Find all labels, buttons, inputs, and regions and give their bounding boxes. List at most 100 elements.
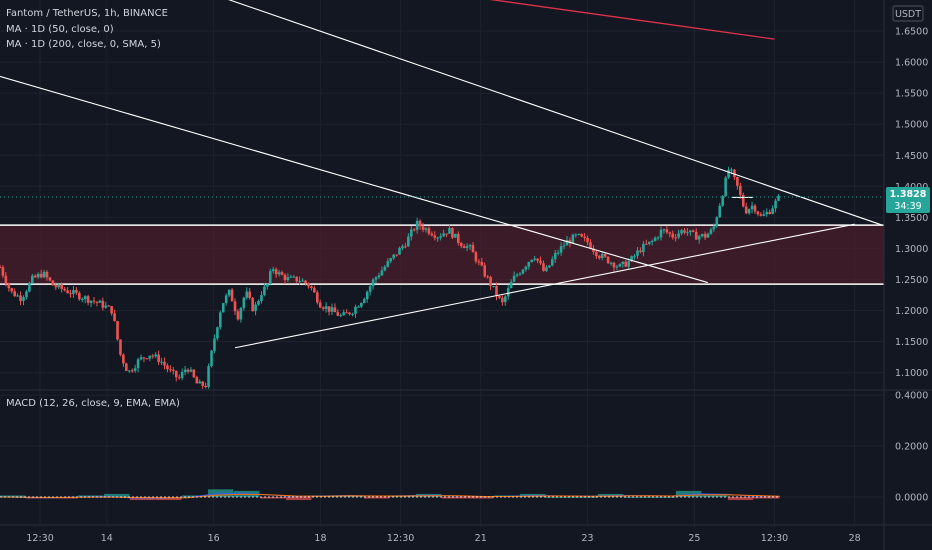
candle-up[interactable] <box>777 195 780 201</box>
candle-down[interactable] <box>177 377 181 379</box>
candle-down[interactable] <box>107 305 110 307</box>
candle-up[interactable] <box>762 214 766 216</box>
candle-up[interactable] <box>662 229 666 231</box>
ma-50-line[interactable] <box>427 0 775 40</box>
candle-up[interactable] <box>239 307 243 320</box>
candle-down[interactable] <box>307 283 310 287</box>
candle-down[interactable] <box>489 276 492 287</box>
candle-up[interactable] <box>301 280 304 282</box>
candle-up[interactable] <box>636 250 639 256</box>
candle-down[interactable] <box>151 355 155 357</box>
candle-up[interactable] <box>533 258 536 260</box>
candle-up[interactable] <box>562 245 566 247</box>
trendline[interactable] <box>53 0 882 226</box>
candle-down[interactable] <box>430 233 434 236</box>
macd-axis[interactable]: 0.4000 0.2000 0.0000 <box>895 391 928 504</box>
candle-down[interactable] <box>598 256 601 259</box>
candle-down[interactable] <box>313 287 316 293</box>
candle-down[interactable] <box>603 253 607 257</box>
candle-up[interactable] <box>715 217 719 227</box>
candle-down[interactable] <box>427 228 431 234</box>
candle-up[interactable] <box>183 369 187 372</box>
candle-down[interactable] <box>498 295 501 298</box>
candle-down[interactable] <box>459 242 463 247</box>
candle-down[interactable] <box>48 277 52 281</box>
candle-down[interactable] <box>318 302 322 308</box>
candle-down[interactable] <box>736 176 739 186</box>
candle-up[interactable] <box>210 350 213 367</box>
candle-down[interactable] <box>445 233 448 235</box>
candle-up[interactable] <box>468 245 472 247</box>
candle-up[interactable] <box>653 237 657 241</box>
candle-up[interactable] <box>686 232 689 234</box>
candle-down[interactable] <box>66 290 69 294</box>
candle-up[interactable] <box>774 200 777 209</box>
candle-down[interactable] <box>333 307 337 313</box>
candle-up[interactable] <box>374 277 378 280</box>
candle-down[interactable] <box>683 230 686 233</box>
candle-up[interactable] <box>600 253 604 259</box>
candle-down[interactable] <box>768 212 771 214</box>
candle-down[interactable] <box>451 227 454 238</box>
candle-down[interactable] <box>10 288 14 292</box>
candle-up[interactable] <box>553 252 557 260</box>
candle-up[interactable] <box>260 295 263 301</box>
candle-up[interactable] <box>198 381 202 384</box>
candle-up[interactable] <box>392 254 395 259</box>
candle-down[interactable] <box>589 242 592 249</box>
candle-up[interactable] <box>148 355 152 359</box>
candle-down[interactable] <box>236 311 240 320</box>
candle-down[interactable] <box>166 365 169 370</box>
candle-down[interactable] <box>612 262 616 268</box>
candle-down[interactable] <box>230 289 234 302</box>
candle-down[interactable] <box>692 230 695 232</box>
candle-down[interactable] <box>172 369 175 371</box>
candle-down[interactable] <box>51 280 55 286</box>
candle-down[interactable] <box>694 231 698 240</box>
trendline[interactable] <box>234 223 855 349</box>
candle-up[interactable] <box>245 291 249 298</box>
candle-down[interactable] <box>69 293 72 295</box>
candle-down[interactable] <box>404 246 407 248</box>
candle-up[interactable] <box>386 261 390 267</box>
candle-down[interactable] <box>462 246 466 249</box>
candle-down[interactable] <box>145 358 149 360</box>
candle-up[interactable] <box>436 237 440 239</box>
candle-up[interactable] <box>330 307 334 312</box>
candle-up[interactable] <box>492 286 495 288</box>
candle-down[interactable] <box>192 369 196 378</box>
candle-up[interactable] <box>368 286 372 292</box>
candle-up[interactable] <box>365 291 369 300</box>
candle-down[interactable] <box>433 235 437 238</box>
candle-up[interactable] <box>618 264 622 267</box>
candle-up[interactable] <box>389 258 393 262</box>
candle-down[interactable] <box>280 272 284 275</box>
candle-up[interactable] <box>139 357 143 360</box>
candle-down[interactable] <box>310 286 313 288</box>
ma50-legend[interactable]: MA · 1D (50, close, 0) <box>6 24 114 35</box>
candle-down[interactable] <box>13 291 16 297</box>
candle-down[interactable] <box>474 252 478 262</box>
candle-up[interactable] <box>16 295 19 297</box>
candle-up[interactable] <box>750 205 754 210</box>
candle-down[interactable] <box>119 339 122 355</box>
candle-down[interactable] <box>592 248 595 252</box>
candle-up[interactable] <box>342 312 346 316</box>
candle-up[interactable] <box>286 277 290 281</box>
trendline[interactable] <box>0 75 708 284</box>
candle-up[interactable] <box>324 306 328 309</box>
candle-up[interactable] <box>615 266 619 268</box>
candle-down[interactable] <box>421 226 425 230</box>
candle-up[interactable] <box>289 276 293 278</box>
candle-up[interactable] <box>727 169 730 178</box>
trendlines[interactable] <box>0 0 884 349</box>
candle-up[interactable] <box>371 279 375 287</box>
candle-up[interactable] <box>506 288 510 297</box>
candle-down[interactable] <box>95 301 99 303</box>
candle-up[interactable] <box>724 177 727 197</box>
candle-up[interactable] <box>42 271 46 278</box>
candle-up[interactable] <box>28 282 31 292</box>
candle-up[interactable] <box>136 359 140 369</box>
candlestick-series[interactable] <box>0 166 780 389</box>
